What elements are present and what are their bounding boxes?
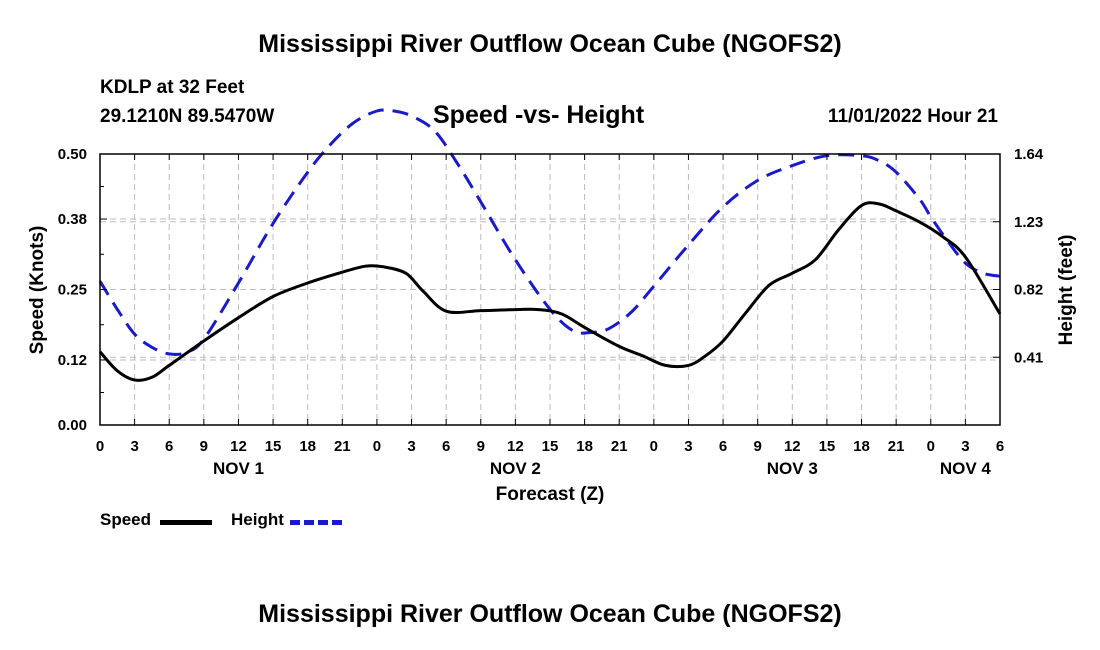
x-tick-label: 6	[719, 438, 727, 455]
x-tick-label: 0	[927, 438, 935, 455]
x-tick-label: 21	[888, 438, 905, 455]
x-tick-label: 9	[477, 438, 485, 455]
series-line-speed	[98, 201, 1002, 382]
date-label: NOV 2	[490, 459, 541, 478]
x-tick-label: 3	[961, 438, 969, 455]
x-tick-label: 9	[754, 438, 762, 455]
x-tick-label: 18	[853, 438, 870, 455]
y-tick-label: 0.25	[58, 282, 87, 299]
grid-layer	[100, 153, 1000, 425]
y-tick-label: 0.00	[58, 417, 87, 434]
y-tick-label: 0.38	[58, 211, 87, 228]
y2-tick-label: 1.64	[1014, 146, 1044, 163]
x-tick-label: 18	[576, 438, 593, 455]
x-tick-label: 15	[542, 438, 559, 455]
x-tick-label: 21	[611, 438, 628, 455]
date-label: NOV 1	[213, 459, 264, 478]
x-tick-label: 12	[507, 438, 524, 455]
x-tick-label: 3	[684, 438, 692, 455]
page-title-top: Mississippi River Outflow Ocean Cube (NG…	[258, 30, 842, 58]
axis-layer: 0 3 6 9 12 15 18 21 0 3 6 9 12 15 18 21 0 3 6 9 12 15 18 21 0 3 6 0…	[58, 146, 1044, 478]
coordinates-label: 29.1210N 89.5470W	[100, 106, 275, 127]
x-tick-label: 3	[407, 438, 415, 455]
y2-tick-label: 0.41	[1014, 349, 1043, 366]
legend-label-speed: Speed	[100, 510, 152, 529]
legend-label-height: Height	[231, 510, 284, 529]
x-tick-label: 15	[819, 438, 836, 455]
y-axis-label: Speed (Knots)	[27, 226, 48, 355]
x-axis-label: Forecast (Z)	[496, 484, 605, 505]
x-tick-label: 12	[230, 438, 247, 455]
date-label: 11/01/2022 Hour 21	[827, 106, 998, 127]
y2-tick-label: 1.23	[1014, 214, 1043, 231]
y2-axis-label: Height (feet)	[1056, 235, 1077, 346]
y2-tick-label: 0.82	[1014, 282, 1043, 299]
series-line-height	[98, 108, 1001, 356]
x-tick-label: 0	[96, 438, 104, 455]
x-tick-label: 21	[334, 438, 351, 455]
x-tick-label: 6	[165, 438, 173, 455]
station-label: KDLP at 32 Feet	[100, 77, 245, 98]
x-tick-label: 0	[650, 438, 658, 455]
x-tick-label: 18	[299, 438, 316, 455]
x-tick-label: 12	[784, 438, 801, 455]
plot-frame	[99, 153, 1001, 426]
legend-swatch-speed	[160, 520, 212, 525]
date-label: NOV 4	[940, 459, 992, 478]
x-tick-label: 9	[200, 438, 208, 455]
y-tick-label: 0.50	[58, 146, 87, 163]
legend-swatch-height	[290, 520, 342, 525]
x-tick-label: 6	[996, 438, 1004, 455]
x-tick-label: 3	[130, 438, 138, 455]
page-title-bottom: Mississippi River Outflow Ocean Cube (NG…	[258, 600, 842, 628]
x-tick-label: 15	[265, 438, 282, 455]
y-tick-label: 0.12	[58, 352, 87, 369]
x-tick-label: 6	[442, 438, 450, 455]
date-label: NOV 3	[767, 459, 818, 478]
x-tick-label: 0	[373, 438, 381, 455]
series-layer	[98, 108, 1002, 382]
chart-title: Speed -vs- Height	[433, 101, 645, 129]
